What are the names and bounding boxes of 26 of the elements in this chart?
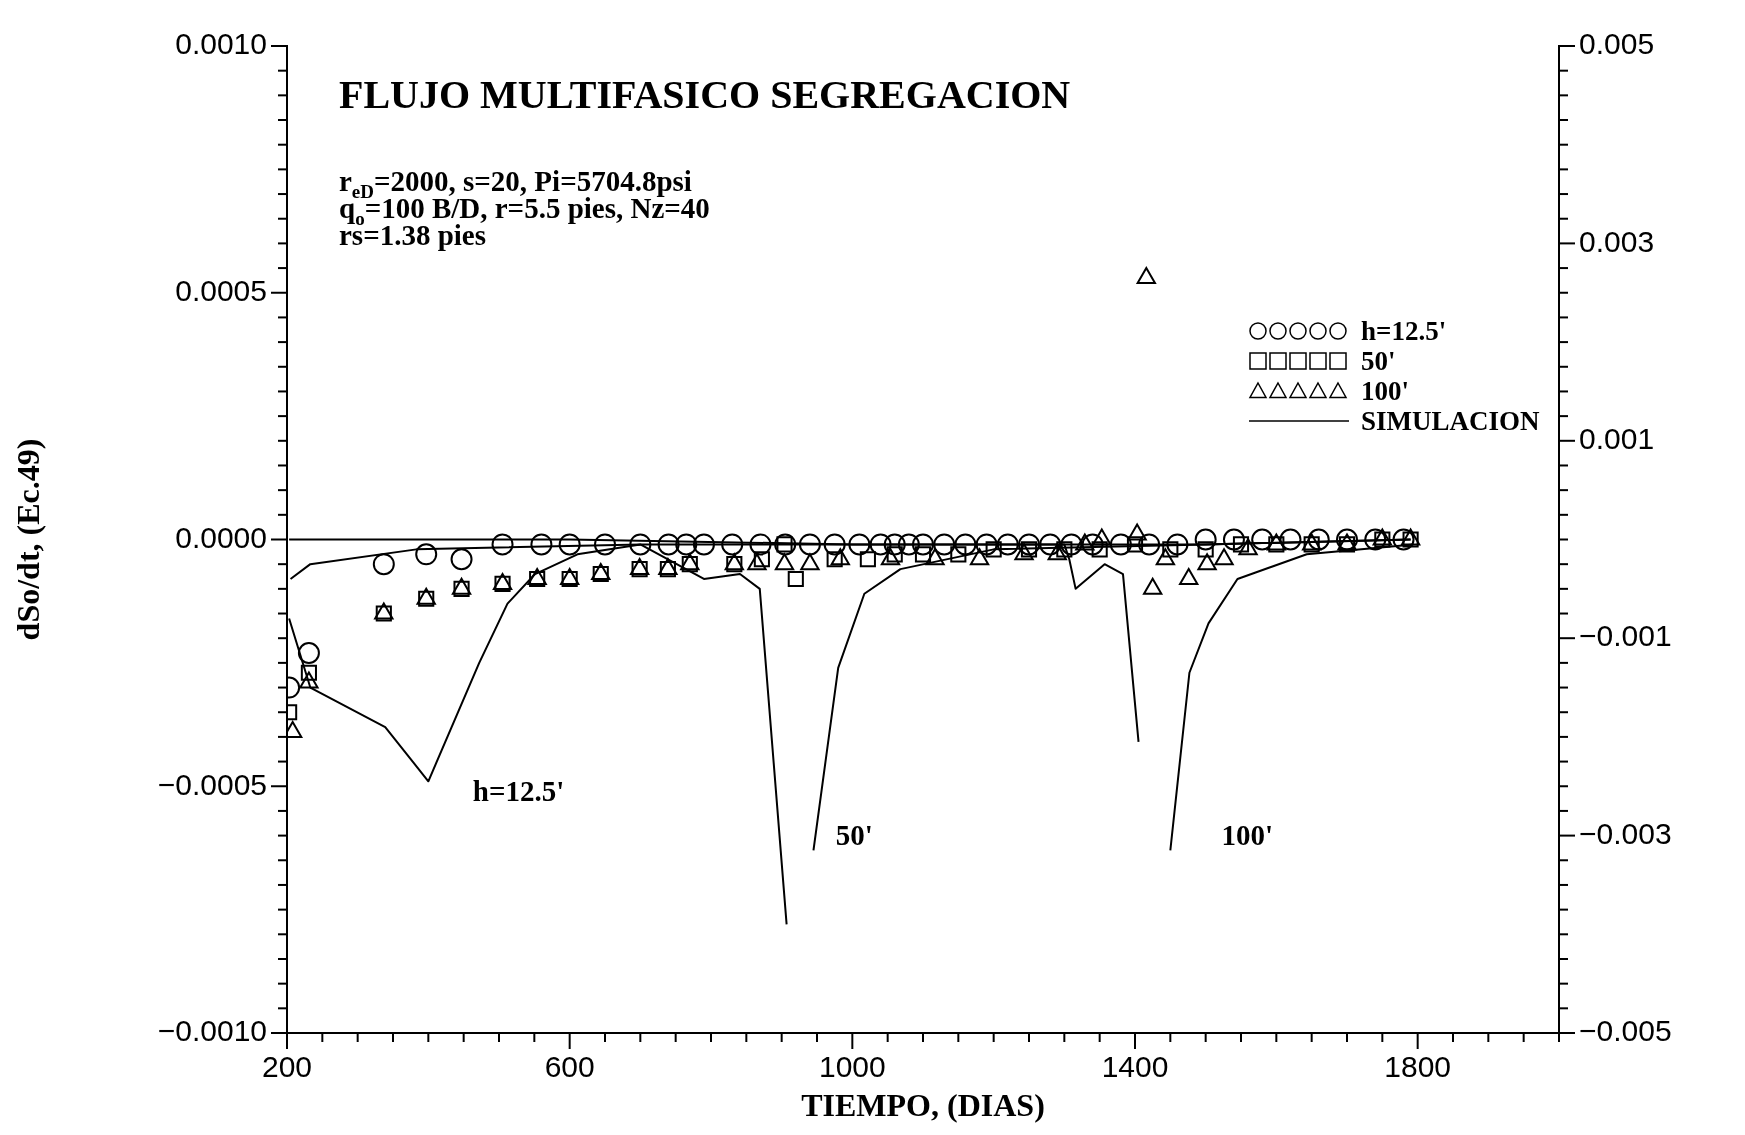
legend-label: SIMULACION bbox=[1361, 406, 1541, 436]
y2-tick-label: 0.005 bbox=[1579, 27, 1655, 61]
y-tick-label: −0.0010 bbox=[157, 1014, 267, 1048]
annotation: h=12.5' bbox=[472, 775, 565, 808]
x-axis-title: TIEMPO, (DIAS) bbox=[801, 1087, 1045, 1124]
annotation: 100' bbox=[1221, 819, 1274, 852]
legend-label: h=12.5' bbox=[1361, 316, 1447, 346]
x-tick-label: 1800 bbox=[1384, 1050, 1452, 1084]
y-axis-title: dSo/dt, (Ec.49) bbox=[10, 438, 47, 641]
y-tick-label: −0.0005 bbox=[157, 767, 267, 801]
x-tick-label: 200 bbox=[261, 1050, 313, 1084]
x-tick-label: 1000 bbox=[818, 1050, 886, 1084]
y-tick-label: 0.0005 bbox=[175, 274, 267, 308]
x-tick-label: 600 bbox=[544, 1050, 595, 1084]
y-tick-label: 0.0000 bbox=[175, 520, 267, 554]
y2-tick-label: −0.005 bbox=[1579, 1014, 1672, 1048]
y2-tick-label: −0.001 bbox=[1579, 619, 1672, 653]
legend-label: 50' bbox=[1361, 346, 1396, 376]
y2-tick-label: −0.003 bbox=[1579, 816, 1672, 850]
y2-tick-label: 0.001 bbox=[1579, 422, 1655, 456]
y-tick-label: 0.0010 bbox=[175, 27, 267, 61]
y2-tick-label: 0.003 bbox=[1579, 224, 1655, 258]
text: FLUJO MULTIFASICO SEGREGACION bbox=[339, 72, 1071, 117]
annotation: 50' bbox=[835, 819, 873, 852]
legend-label: 100' bbox=[1361, 376, 1410, 406]
x-tick-label: 1400 bbox=[1101, 1050, 1169, 1084]
